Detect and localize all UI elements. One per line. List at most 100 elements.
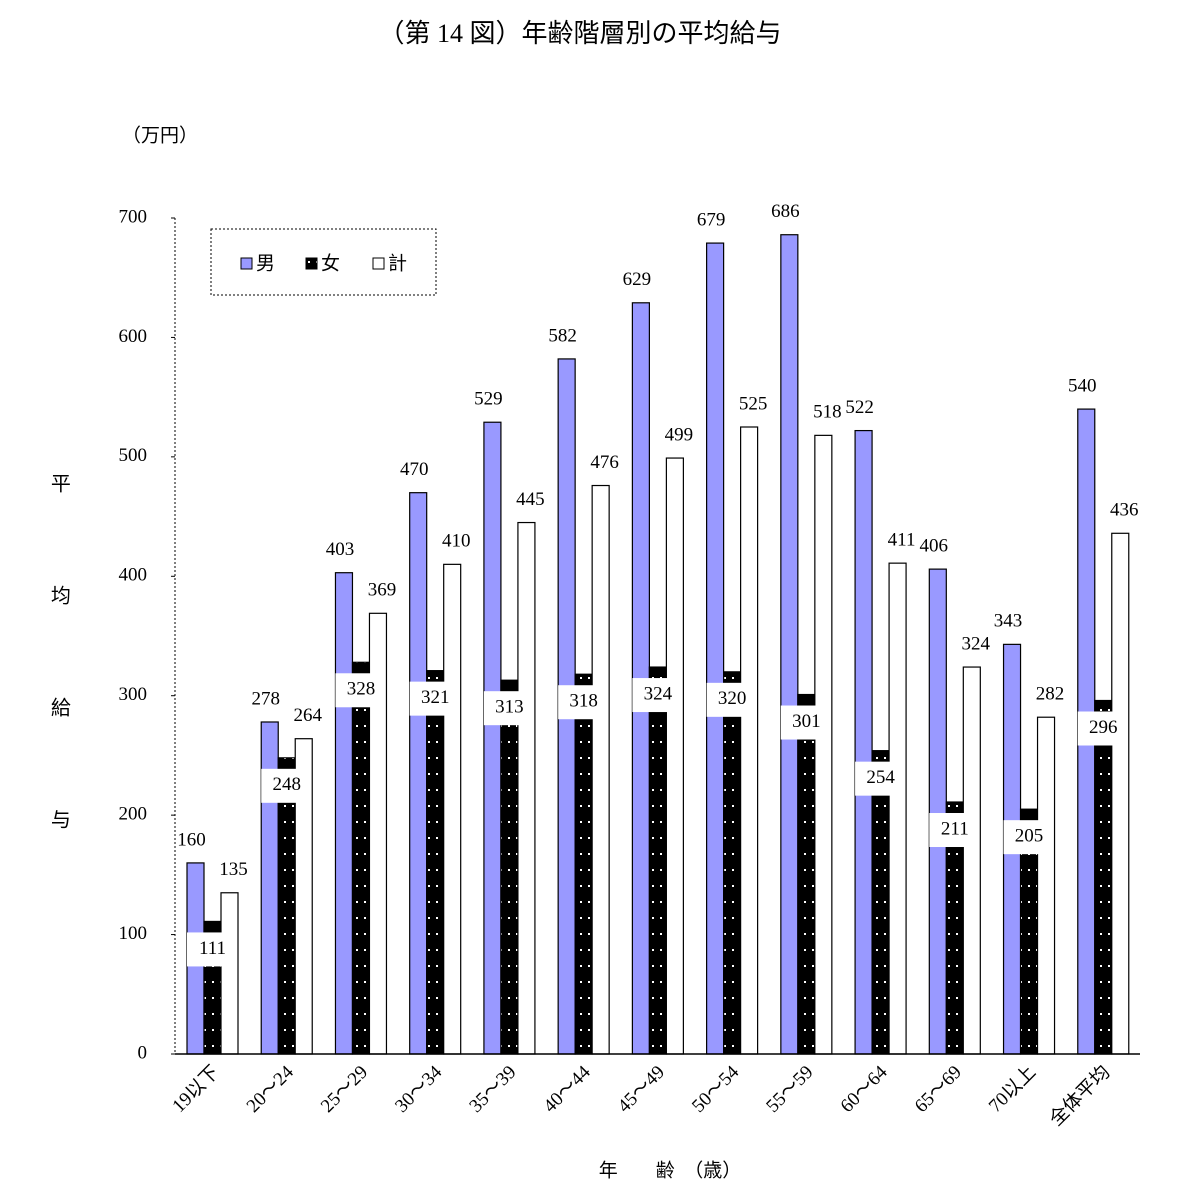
legend-label: 女 <box>321 252 340 274</box>
bar <box>780 234 799 1055</box>
value-label: 324 <box>962 633 991 654</box>
y-tick-label: 700 <box>119 206 148 227</box>
bar <box>334 572 354 1055</box>
x-tick-label: 60～64 <box>837 1061 893 1117</box>
value-label-box <box>855 761 906 796</box>
value-label: 476 <box>590 452 619 473</box>
bar <box>871 750 890 1055</box>
bar <box>854 429 873 1055</box>
y-tick-label: 200 <box>119 804 148 825</box>
x-tick-label: 25～29 <box>317 1062 372 1117</box>
value-label: 301 <box>792 711 821 732</box>
value-label: 403 <box>326 539 355 560</box>
value-label-box <box>1077 711 1128 746</box>
value-label: 160 <box>177 829 206 850</box>
value-label-box <box>261 768 312 803</box>
value-label-box <box>929 813 980 848</box>
value-label: 410 <box>442 531 471 552</box>
value-label: 529 <box>474 389 503 410</box>
y-tick-label: 100 <box>119 923 148 944</box>
bar <box>351 661 371 1055</box>
y-tick-label: 300 <box>119 684 148 705</box>
bar <box>740 426 759 1055</box>
x-axis-title: 年 齢 （歳） <box>599 1159 742 1181</box>
value-label: 324 <box>644 683 673 704</box>
x-tick-label: 50～54 <box>688 1061 744 1117</box>
bar <box>574 673 593 1055</box>
x-tick-label: 55～59 <box>762 1062 817 1117</box>
value-label: 278 <box>251 688 280 709</box>
value-label: 436 <box>1110 500 1139 521</box>
x-tick-label: 70以上 <box>984 1061 1040 1117</box>
value-label: 211 <box>941 818 969 839</box>
bar <box>1036 716 1056 1055</box>
bar <box>888 562 907 1055</box>
value-label: 686 <box>771 201 800 222</box>
bar <box>962 666 981 1055</box>
value-label: 445 <box>516 489 545 510</box>
y-tick-label: 500 <box>119 445 148 466</box>
y-axis-title: 平均給与 <box>47 473 70 921</box>
value-label: 135 <box>219 859 248 880</box>
bar <box>706 242 725 1055</box>
bar <box>220 892 239 1055</box>
value-label: 525 <box>739 393 768 414</box>
y-tick-label: 0 <box>138 1042 148 1063</box>
legend-label: 男 <box>256 253 275 274</box>
x-tick-label: 65～69 <box>911 1062 966 1117</box>
bar <box>409 492 428 1055</box>
legend-swatch <box>240 257 253 270</box>
value-label: 111 <box>199 938 226 959</box>
value-label: 264 <box>293 705 322 726</box>
bar <box>500 679 519 1055</box>
value-label: 318 <box>569 691 598 712</box>
bar <box>723 671 742 1055</box>
x-tick-label: 全体平均 <box>1045 1061 1114 1130</box>
value-label: 518 <box>813 402 842 423</box>
x-tick-label: 45～49 <box>614 1062 669 1117</box>
bar <box>1111 532 1130 1055</box>
value-label: 313 <box>495 697 524 718</box>
value-label: 321 <box>421 687 450 708</box>
value-label: 522 <box>845 397 874 418</box>
chart-title: （第 14 図）年齢階層別の平均給与 <box>378 19 781 48</box>
legend-swatch <box>372 257 385 270</box>
value-label: 248 <box>272 774 301 795</box>
value-label: 343 <box>994 611 1023 632</box>
bar <box>928 568 947 1055</box>
x-tick-label: 19以下 <box>168 1062 223 1117</box>
value-label: 679 <box>697 209 726 230</box>
value-label-box <box>632 678 683 713</box>
value-label-box <box>1003 820 1054 855</box>
value-label: 470 <box>400 459 429 480</box>
value-label: 254 <box>866 767 895 788</box>
value-label: 540 <box>1068 375 1097 396</box>
legend-label: 計 <box>388 252 407 274</box>
value-label: 205 <box>1015 826 1044 847</box>
x-tick-label: 40～44 <box>540 1061 596 1117</box>
bar <box>517 521 536 1055</box>
x-tick-label: 35～39 <box>465 1062 520 1117</box>
value-label-box <box>483 691 534 726</box>
value-label-box <box>780 705 831 740</box>
value-label-box <box>187 932 237 967</box>
bar <box>648 666 667 1055</box>
value-label: 582 <box>548 325 577 346</box>
value-label: 282 <box>1036 684 1065 705</box>
x-tick-label: 30～34 <box>391 1061 447 1117</box>
value-label: 296 <box>1089 717 1118 738</box>
value-label: 411 <box>888 530 916 551</box>
bar <box>1094 699 1113 1055</box>
value-label: 406 <box>920 535 949 556</box>
y-unit: （万円） <box>122 124 198 146</box>
legend-swatch <box>305 257 318 270</box>
value-label-box <box>335 673 386 708</box>
bar <box>591 484 610 1055</box>
value-label: 499 <box>665 424 694 445</box>
y-tick-label: 400 <box>119 565 148 586</box>
bar <box>443 563 462 1055</box>
bar <box>665 457 684 1055</box>
bar <box>426 670 445 1055</box>
